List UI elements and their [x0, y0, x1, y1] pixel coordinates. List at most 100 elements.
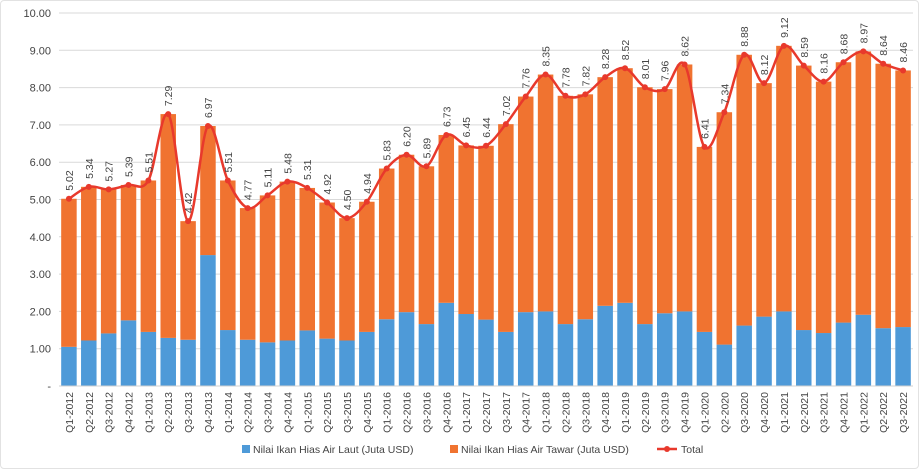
- x-tick-label: Q1-2018: [541, 392, 553, 433]
- bar-laut: [855, 314, 872, 386]
- bar-laut: [736, 325, 752, 386]
- y-tick-label: 10.00: [23, 8, 51, 20]
- bar-laut: [438, 302, 455, 386]
- bar-tawar: [200, 126, 216, 256]
- x-tick-label: Q1-2014: [223, 392, 235, 433]
- bar-tawar: [239, 208, 256, 340]
- total-data-label: 6.45: [461, 117, 473, 138]
- bar-tawar: [160, 114, 176, 338]
- total-marker: [343, 215, 350, 222]
- total-marker: [522, 93, 529, 100]
- bar-laut: [418, 324, 435, 386]
- bar-tawar: [815, 81, 832, 334]
- total-marker: [185, 218, 192, 225]
- total-data-label: 5.11: [263, 168, 275, 188]
- bar-tawar: [895, 70, 911, 328]
- total-marker: [780, 42, 787, 49]
- bar-tawar: [61, 198, 77, 347]
- x-tick-label: Q3-2019: [660, 392, 672, 433]
- bar-tawar: [81, 186, 97, 341]
- total-data-label: 8.59: [799, 37, 811, 58]
- total-data-label: 8.28: [600, 49, 612, 70]
- bar-tawar: [875, 63, 891, 329]
- bar-tawar: [378, 168, 395, 320]
- bar-tawar: [220, 180, 236, 331]
- legend-total-label: Total: [681, 444, 703, 456]
- total-marker: [582, 91, 589, 98]
- x-tick-label: Q3-2012: [104, 392, 116, 433]
- x-tick-label: Q2-2016: [402, 392, 414, 433]
- bar-tawar: [478, 145, 494, 320]
- x-tick-label: Q4-2018: [600, 392, 612, 433]
- total-marker: [900, 67, 907, 74]
- bar-tawar: [299, 187, 316, 331]
- legend-tawar-swatch: [450, 445, 458, 453]
- total-data-label: 4.42: [183, 193, 195, 214]
- x-tick-label: Q3-2021: [819, 392, 831, 433]
- total-marker: [423, 163, 430, 170]
- y-tick-label: 6.00: [30, 157, 51, 169]
- bar-tawar: [279, 181, 296, 341]
- y-tick-label: 9.00: [30, 45, 51, 57]
- x-tick-label: Q1-2020: [699, 392, 711, 433]
- total-marker: [304, 184, 311, 191]
- x-tick-label: Q2-2021: [799, 392, 811, 433]
- total-marker: [284, 178, 291, 185]
- y-tick-label: 1.00: [30, 344, 51, 356]
- bar-laut: [498, 331, 514, 386]
- bar-tawar: [835, 62, 852, 323]
- x-tick-label: Q4-2019: [680, 392, 692, 433]
- total-marker: [244, 205, 251, 212]
- legend-tawar-label: Nilai Ikan Hias Air Tawar (Juta USD): [461, 444, 629, 456]
- total-marker: [820, 78, 827, 85]
- total-data-label: 4.94: [362, 173, 374, 194]
- bar-laut: [239, 339, 256, 386]
- total-data-label: 5.51: [143, 152, 155, 173]
- total-data-label: 6.73: [441, 106, 453, 127]
- y-tick-label: 5.00: [30, 195, 51, 207]
- x-tick-label: Q1-2015: [302, 392, 314, 433]
- bar-tawar: [259, 195, 276, 343]
- x-tick-label: Q4-2016: [441, 392, 453, 433]
- total-marker: [125, 181, 132, 188]
- bar-laut: [319, 338, 335, 386]
- total-data-label: 8.35: [541, 46, 553, 67]
- total-data-label: 4.50: [342, 190, 354, 211]
- bar-laut: [398, 312, 415, 386]
- bar-laut: [577, 319, 594, 386]
- bar-tawar: [537, 74, 554, 312]
- total-data-label: 8.88: [739, 26, 751, 47]
- bar-laut: [100, 333, 117, 386]
- total-data-label: 7.78: [560, 67, 572, 88]
- bar-tawar: [796, 65, 812, 331]
- x-tick-label: Q4-2012: [124, 392, 136, 433]
- total-marker: [224, 177, 231, 184]
- x-tick-label: Q3-2022: [898, 392, 910, 433]
- bar-laut: [61, 346, 77, 386]
- bar-laut: [776, 311, 792, 386]
- total-data-label: 8.68: [838, 34, 850, 55]
- bar-laut: [815, 333, 832, 386]
- total-data-label: 5.34: [84, 158, 96, 179]
- total-marker: [264, 192, 271, 199]
- total-data-label: 8.52: [620, 40, 632, 61]
- bar-tawar: [696, 146, 713, 332]
- bar-laut: [378, 319, 395, 386]
- total-marker: [721, 109, 728, 116]
- total-marker: [363, 198, 370, 205]
- total-marker: [145, 177, 152, 184]
- x-tick-label: Q3-2015: [342, 392, 354, 433]
- total-marker: [681, 61, 688, 68]
- bar-laut: [359, 331, 375, 386]
- bar-laut: [617, 302, 633, 386]
- bar-laut: [458, 314, 474, 386]
- y-axis: - 1.00 2.00 3.00 4.00 5.00 6.00 7.00 8.00 9.00 10.…: [23, 8, 51, 393]
- x-tick-label: Q4-2014: [282, 392, 294, 433]
- x-tick-label: Q1-2012: [64, 392, 76, 433]
- x-tick-label: Q2-2015: [322, 392, 334, 433]
- total-data-label: 8.01: [640, 59, 652, 80]
- total-marker: [403, 151, 410, 158]
- total-marker: [661, 86, 668, 93]
- total-data-label: 5.89: [421, 138, 433, 159]
- x-tick-label: Q2-2020: [719, 392, 731, 433]
